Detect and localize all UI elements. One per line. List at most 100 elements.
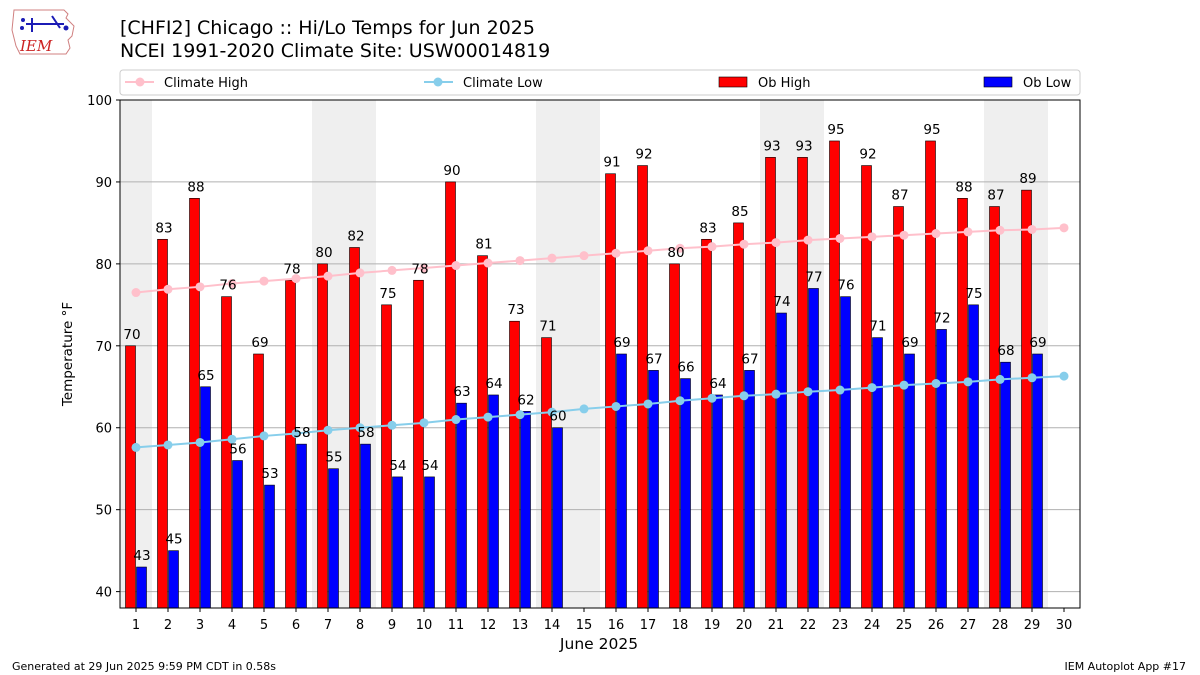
x-tick-label: 7 [324, 618, 332, 633]
x-tick-label: 20 [736, 618, 753, 633]
weekend-shade [760, 100, 792, 608]
climate-high-point [995, 225, 1005, 235]
x-tick-label: 26 [928, 618, 945, 633]
ob-high-bar [893, 206, 904, 609]
legend-box [119, 69, 1081, 96]
ob-high-label: 95 [827, 122, 844, 138]
climate-high-point [547, 253, 557, 263]
climate-low-point [611, 401, 621, 411]
ob-high-bar [925, 140, 936, 609]
ob-high-bar [669, 263, 680, 609]
ob-high-label: 93 [795, 138, 812, 154]
ob-low-bar [360, 443, 371, 609]
ob-high-label: 78 [411, 261, 428, 277]
ob-high-bar [605, 173, 616, 609]
climate-low-point [931, 378, 941, 388]
iem-logo: IEM [8, 6, 80, 58]
climate-low-point [771, 389, 781, 399]
climate-low-point [579, 404, 589, 414]
climate-low-point [131, 442, 141, 452]
generated-note: Generated at 29 Jun 2025 9:59 PM CDT in … [12, 660, 277, 673]
climate-low-point [675, 396, 685, 406]
ob-low-bar [264, 484, 275, 609]
ob-low-label: 54 [421, 458, 438, 474]
ob-high-bar [637, 165, 648, 609]
climate-low-point [355, 423, 365, 433]
climate-low-point [163, 440, 173, 450]
x-tick-label: 8 [356, 618, 364, 633]
ob-low-bar [456, 402, 467, 609]
x-tick-label: 6 [292, 618, 300, 633]
climate-low-point [1027, 373, 1037, 383]
ob-low-bar [936, 329, 947, 609]
climate-low-point [259, 431, 269, 441]
app-note: IEM Autoplot App #17 [1064, 660, 1187, 673]
ob-high-label: 91 [603, 155, 620, 171]
ob-low-label: 58 [357, 425, 374, 441]
climate-low-point [707, 393, 717, 403]
ob-low-bar [136, 566, 147, 609]
x-tick-label: 28 [992, 618, 1009, 633]
y-tick-label: 80 [95, 258, 112, 273]
ob-low-bar [168, 550, 179, 609]
climate-high-point [739, 239, 749, 249]
ob-high-label: 76 [219, 278, 236, 294]
weekend-shade [312, 100, 344, 608]
ob-high-label: 90 [443, 163, 460, 179]
y-tick-label: 50 [95, 504, 112, 519]
climate-high-point [195, 282, 205, 292]
climate-high-point [867, 232, 877, 242]
ob-low-label: 66 [677, 360, 694, 376]
ob-high-label: 88 [187, 179, 204, 195]
ob-low-bar [520, 411, 531, 609]
ob-low-bar [872, 337, 883, 609]
ob-high-bar [157, 238, 168, 609]
ob-low-bar [1032, 353, 1043, 609]
ob-high-bar [733, 222, 744, 609]
climate-high-point [355, 268, 365, 278]
y-tick-label: 70 [95, 340, 112, 355]
climate-low-point [835, 385, 845, 395]
y-axis-label: Temperature °F [60, 302, 76, 407]
ob-high-label: 89 [1019, 171, 1036, 187]
ob-low-label: 67 [645, 351, 662, 367]
climate-high-point [963, 227, 973, 237]
ob-high-bar [285, 279, 296, 609]
ob-low-label: 45 [165, 532, 182, 548]
ob-high-label: 70 [123, 327, 140, 343]
x-tick-label: 13 [512, 618, 529, 633]
ob-high-bar [829, 140, 840, 609]
weekend-shade [792, 100, 824, 608]
climate-high-point [771, 238, 781, 248]
x-tick-label: 17 [640, 618, 657, 633]
x-tick-label: 10 [416, 618, 433, 633]
ob-low-bar [424, 476, 435, 609]
x-tick-label: 1 [132, 618, 140, 633]
legend-ob-high-label: Ob High [758, 76, 811, 91]
ob-high-bar [541, 337, 552, 609]
ob-high-bar [1021, 189, 1032, 609]
ob-high-label: 95 [923, 122, 940, 138]
ob-low-label: 43 [133, 548, 150, 564]
ob-high-label: 88 [955, 179, 972, 195]
climate-high-point [419, 263, 429, 273]
x-tick-label: 2 [164, 618, 172, 633]
climate-low-point [419, 418, 429, 428]
ob-high-bar [701, 238, 712, 609]
ob-high-bar [317, 263, 328, 609]
x-tick-label: 24 [864, 618, 881, 633]
ob-high-label: 85 [731, 204, 748, 220]
ob-low-label: 68 [997, 343, 1014, 359]
ob-low-label: 72 [933, 310, 950, 326]
ob-low-label: 69 [901, 335, 918, 351]
ob-high-label: 71 [539, 319, 556, 335]
climate-high-line [135, 226, 1065, 294]
climate-high-point [899, 230, 909, 240]
climate-low-point [227, 434, 237, 444]
y-tick-label: 90 [95, 176, 112, 191]
ob-low-bar [616, 353, 627, 609]
ob-high-bar [797, 157, 808, 609]
x-tick-label: 11 [448, 618, 465, 633]
climate-low-point [995, 374, 1005, 384]
